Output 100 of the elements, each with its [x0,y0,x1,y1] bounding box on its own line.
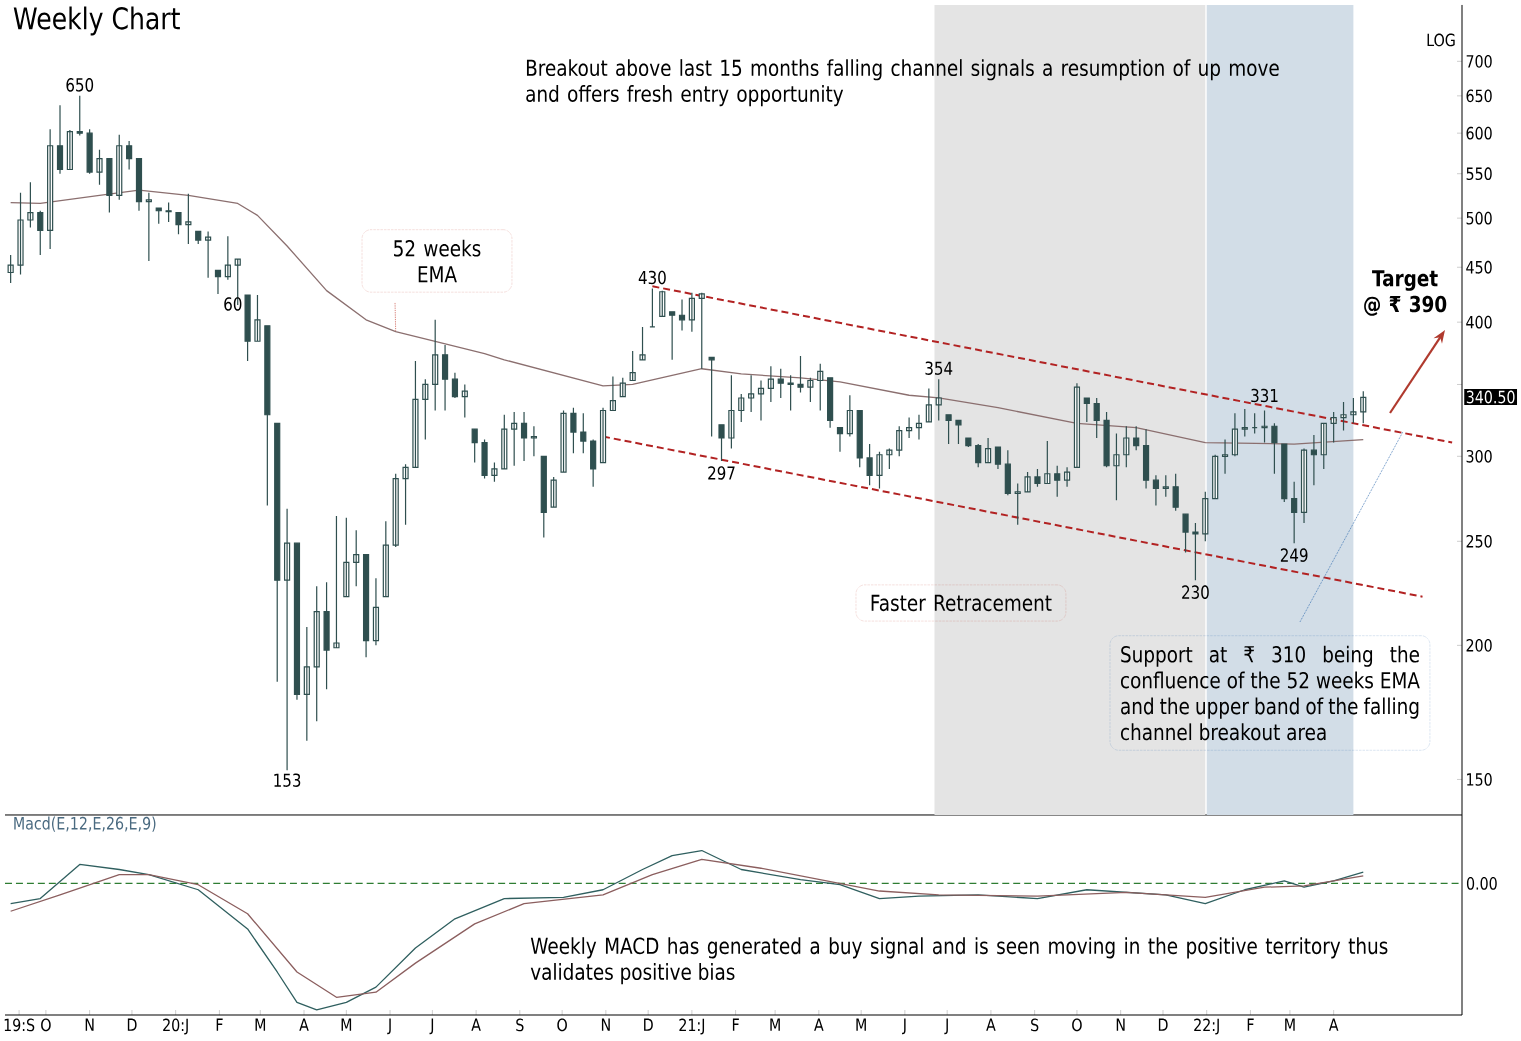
y-tick-label: 400 [1466,315,1492,329]
candlestick [1162,474,1169,498]
x-tick-label: M [770,1018,780,1031]
candlestick [688,292,695,333]
candlestick [362,553,370,658]
y-tick-label: 650 [1466,89,1492,103]
x-tick-label: A [814,1018,824,1031]
candlestick [491,461,498,483]
candlestick [382,520,389,598]
candlestick [718,424,725,462]
candlestick [56,104,64,175]
y-tick-label: 550 [1466,167,1492,181]
candlestick [886,448,893,470]
candlestick [7,254,14,284]
x-tick-label: 21:J [679,1018,705,1035]
candlestick [432,319,439,412]
candlestick [126,140,133,171]
candlestick [441,344,449,412]
candlestick [224,235,231,281]
x-tick-label: 19:S [4,1018,35,1032]
x-tick-label: A [471,1018,481,1031]
annotation: 430 [638,270,666,285]
candlestick [1103,411,1110,468]
candlestick [1221,438,1229,475]
candlestick [303,626,310,742]
candlestick [1271,422,1278,475]
x-tick-label: J [944,1018,948,1035]
candlestick [738,393,745,423]
annotation: 153 [274,773,301,787]
annotation: 60 [224,297,242,311]
candlestick [501,414,508,470]
x-tick-label: F [732,1018,739,1031]
candlestick [669,311,676,361]
candlestick [915,414,923,441]
annotation: Support at ₹ 310 being the confluence of the 52 weeks EMA and the upper band of the falling channel breakout area [1120,645,1420,741]
x-tick-label: N [85,1018,94,1031]
x-tick-label: S [516,1018,524,1032]
candlestick [580,412,587,454]
candlestick [698,292,705,370]
candlestick [1231,412,1239,457]
candlestick [530,425,538,457]
x-tick-label: M [1285,1018,1295,1031]
annotation: 52 weeks EMA [394,239,481,283]
x-tick-label: N [1116,1018,1125,1031]
candlestick [412,360,419,468]
candlestick [965,437,972,448]
candlestick [1182,513,1189,554]
candlestick [244,294,251,362]
y-tick-label: 300 [1466,449,1492,463]
y-tick-label: 700 [1466,54,1492,68]
x-tick-label: A [986,1018,996,1031]
x-tick-label: O [557,1018,567,1032]
candlestick [984,437,992,464]
candlestick [283,508,291,771]
candlestick [925,387,932,423]
candlestick [767,365,774,403]
candlestick [1300,448,1308,524]
candlestick [590,438,597,488]
candlestick [1310,434,1317,486]
candlestick [76,95,83,137]
chart-title: Weekly Chart [13,6,180,36]
x-tick-label: D [127,1018,137,1031]
candlestick [372,577,380,646]
y-tick-label: 200 [1466,638,1492,652]
candlestick [777,368,784,399]
candlestick [1073,382,1081,468]
candlestick [708,356,715,438]
candlestick [214,269,222,295]
candlestick [254,294,261,342]
annotation: Faster Retracement [871,594,1052,612]
candlestick [1054,465,1061,498]
candlestick [511,411,518,467]
candlestick [1192,522,1199,581]
candlestick [1142,428,1150,490]
candlestick [1093,397,1100,439]
candlestick [629,350,636,382]
candlestick [451,372,459,399]
candlestick [1024,471,1031,493]
candlestick [333,515,340,649]
candlestick [106,158,113,214]
candlestick [896,425,903,457]
candlestick [955,419,962,445]
candlestick [1241,408,1248,438]
annotation: 331 [1251,388,1278,403]
candlestick [392,473,399,548]
candlestick [343,517,350,598]
candlestick [165,201,172,223]
annotation: 249 [1280,548,1308,562]
x-tick-label: N [601,1018,610,1031]
x-tick-label: A [299,1018,309,1031]
candlestick [461,383,468,419]
candlestick [47,128,54,250]
candlestick [639,326,646,361]
candlestick [37,210,44,256]
candlestick [185,193,192,245]
candlestick [353,529,360,587]
candlestick [86,128,93,175]
candlestick [866,443,873,486]
candlestick [836,427,844,453]
candlestick [728,374,735,450]
